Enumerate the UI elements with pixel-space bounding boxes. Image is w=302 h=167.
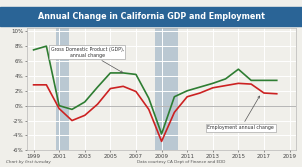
Text: Employment annual change: Employment annual change [207, 96, 274, 130]
Bar [56, 28, 69, 150]
Text: Annual Change in California GDP and Employment: Annual Change in California GDP and Empl… [37, 13, 265, 22]
Text: Gross Domestic Product (GDP),
annual change: Gross Domestic Product (GDP), annual cha… [51, 47, 124, 73]
Bar [155, 28, 178, 150]
Text: Annual Change in California GDP and Employment: Annual Change in California GDP and Empl… [37, 12, 265, 21]
Text: Data courtesy CA Dept of Finance and EDD: Data courtesy CA Dept of Finance and EDD [137, 160, 225, 164]
Text: Chart by first tuesday: Chart by first tuesday [6, 160, 51, 164]
